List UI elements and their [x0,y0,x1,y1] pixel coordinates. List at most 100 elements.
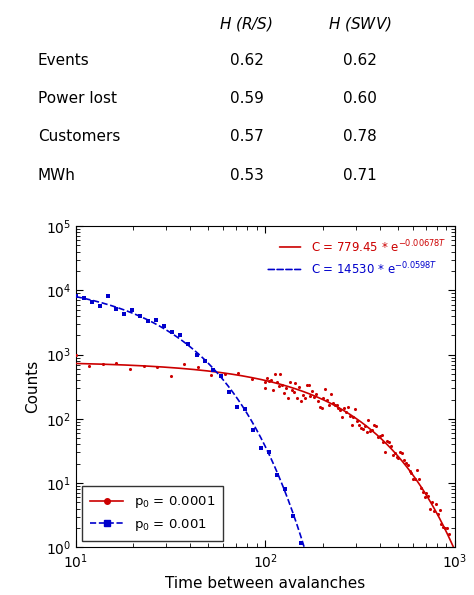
Point [318,403,326,413]
Point [293,393,301,402]
Point [316,402,324,412]
Text: $H$ (R/S): $H$ (R/S) [219,15,273,33]
Point [86,361,93,371]
Point [267,375,275,385]
Point [126,364,134,374]
Point [376,431,383,440]
Point [279,380,286,390]
Point [292,378,299,388]
Point [346,411,354,421]
Point [413,465,421,474]
Point [402,458,410,468]
Point [427,504,434,513]
Text: 0.57: 0.57 [229,130,264,145]
Point [385,437,393,447]
Point [337,405,344,415]
Point [295,383,303,392]
Point [282,383,290,393]
Point [209,366,217,375]
Point [297,538,305,547]
Text: C = 779.45 * e$^{-0.00678T}$: C = 779.45 * e$^{-0.00678T}$ [311,239,447,255]
Text: 0.62: 0.62 [343,54,377,68]
Point [169,327,176,337]
Text: 0.60: 0.60 [343,92,377,107]
Point [273,471,281,480]
Point [338,412,346,422]
Point [262,377,269,387]
Point [421,492,428,502]
Point [288,385,295,394]
Point [445,530,453,539]
Point [269,385,277,394]
Point [221,369,228,379]
Legend: p$_0$ = 0.0001, p$_0$ = 0.001: p$_0$ = 0.0001, p$_0$ = 0.001 [82,486,223,541]
Point [241,405,248,414]
Point [321,385,329,394]
Point [112,304,120,314]
Point [443,523,451,533]
Point [96,301,104,311]
Point [286,377,293,387]
Point [225,387,232,397]
Point [153,315,160,325]
Point [72,291,80,300]
Point [383,437,391,446]
X-axis label: Time between avalanches: Time between avalanches [165,577,365,591]
Point [378,431,385,440]
Point [396,447,404,457]
Point [393,453,401,462]
Point [357,423,365,433]
Point [432,499,439,509]
Point [423,488,430,498]
Point [419,487,427,496]
Text: 0.59: 0.59 [229,92,264,107]
Point [217,371,224,380]
Point [153,362,161,371]
Point [145,316,152,325]
Text: MWh: MWh [38,168,76,183]
Text: 0.53: 0.53 [229,168,264,183]
Point [438,519,445,529]
Point [194,362,201,372]
Point [265,447,273,457]
Y-axis label: Counts: Counts [25,360,40,414]
Point [333,400,340,410]
Point [406,466,413,475]
Point [257,443,264,452]
Point [305,380,312,389]
Point [235,368,242,377]
Point [181,359,188,368]
Text: Customers: Customers [38,130,120,145]
Point [325,400,333,410]
Point [310,392,318,402]
Point [271,369,279,379]
Point [185,339,192,349]
Point [265,376,273,386]
Point [297,396,305,406]
Point [301,393,309,403]
Point [350,412,357,422]
Point [417,484,425,493]
Point [249,425,256,434]
Point [361,421,368,431]
Point [382,447,389,456]
Point [248,374,255,384]
Point [201,356,209,366]
Point [391,449,399,458]
Point [284,393,292,403]
Point [404,460,411,469]
Text: $H$ (SWV): $H$ (SWV) [328,15,392,33]
Point [374,432,382,441]
Point [303,381,310,390]
Point [372,422,380,431]
Point [177,330,184,339]
Text: 0.62: 0.62 [229,54,264,68]
Point [323,396,331,405]
Point [327,389,335,399]
Point [273,378,281,387]
Point [329,399,337,408]
Text: 0.78: 0.78 [343,130,377,145]
Point [354,416,361,426]
Point [356,420,363,430]
Point [137,311,144,321]
